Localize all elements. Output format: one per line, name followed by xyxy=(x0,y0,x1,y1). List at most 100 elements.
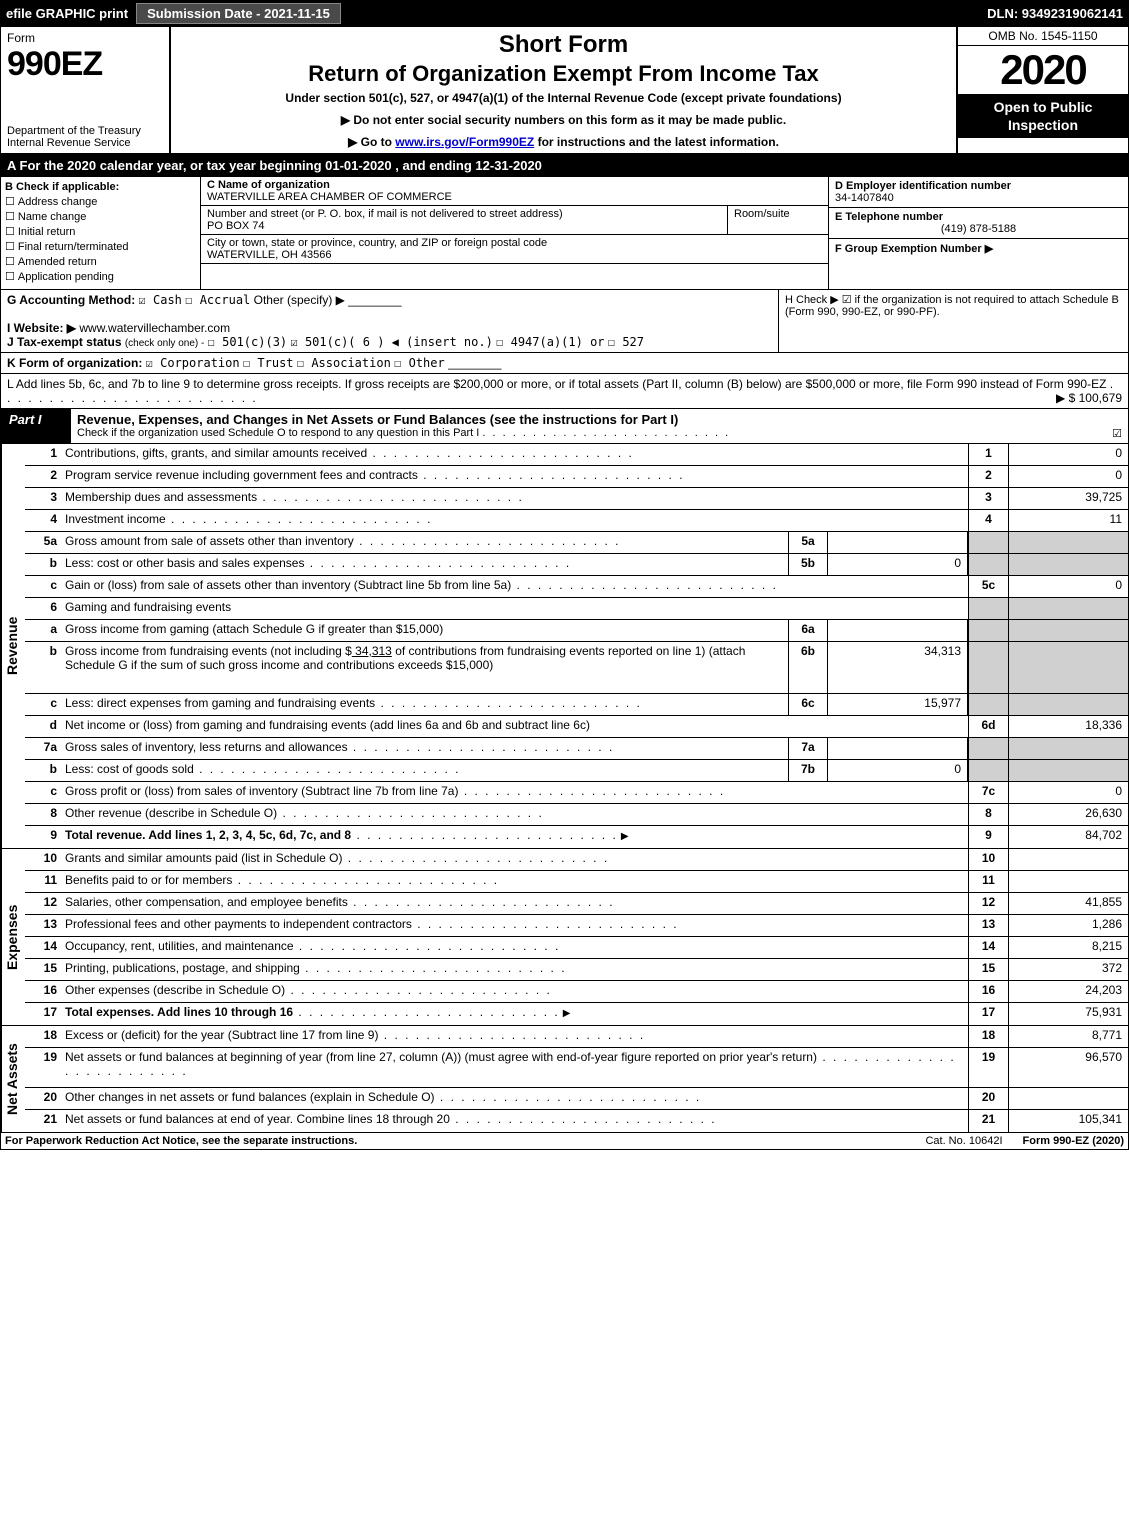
line-6c-desc: Less: direct expenses from gaming and fu… xyxy=(65,696,375,710)
ein-label: D Employer identification number xyxy=(835,180,1011,192)
line-6b-subval: 34,313 xyxy=(828,642,968,693)
line-7c-desc: Gross profit or (loss) from sales of inv… xyxy=(65,784,458,798)
check-application-pending[interactable]: Application pending xyxy=(5,270,196,283)
section-l-amount: ▶ $ 100,679 xyxy=(1056,391,1122,405)
line-18-val: 8,771 xyxy=(1008,1026,1128,1047)
short-form-title: Short Form xyxy=(181,31,946,59)
line-6d-desc: Net income or (loss) from gaming and fun… xyxy=(65,718,590,732)
dept-label: Department of the Treasury Internal Reve… xyxy=(7,125,163,149)
line-5a-subval xyxy=(828,532,968,553)
section-l-text: L Add lines 5b, 6c, and 7b to line 9 to … xyxy=(7,377,1106,391)
line-1-desc: Contributions, gifts, grants, and simila… xyxy=(65,446,367,460)
form-org-label: K Form of organization: xyxy=(7,356,142,370)
website-label: I Website: ▶ xyxy=(7,321,76,335)
line-5c-desc: Gain or (loss) from sale of assets other… xyxy=(65,578,511,592)
footer-right: Form 990-EZ (2020) xyxy=(1023,1135,1124,1147)
omb-number: OMB No. 1545-1150 xyxy=(958,27,1128,46)
line-13-val: 1,286 xyxy=(1008,915,1128,936)
line-3-desc: Membership dues and assessments xyxy=(65,490,257,504)
line-4-val: 11 xyxy=(1008,510,1128,531)
form-word: Form xyxy=(7,31,163,45)
line-11-desc: Benefits paid to or for members xyxy=(65,873,232,887)
check-527[interactable]: ☐ 527 xyxy=(608,335,644,349)
check-corporation[interactable]: ☑ Corporation xyxy=(146,356,240,370)
line-16-val: 24,203 xyxy=(1008,981,1128,1002)
check-address-change[interactable]: Address change xyxy=(5,195,196,208)
open-inspection: Open to Public Inspection xyxy=(958,94,1128,138)
city-value: WATERVILLE, OH 43566 xyxy=(207,249,332,261)
note-ssn: ▶ Do not enter social security numbers o… xyxy=(181,113,946,127)
accounting-label: G Accounting Method: xyxy=(7,293,135,307)
check-cash[interactable]: ☑ Cash xyxy=(139,293,182,307)
tax-year: 2020 xyxy=(958,46,1128,94)
line-6d-val: 18,336 xyxy=(1008,716,1128,737)
phone-label: E Telephone number xyxy=(835,211,943,223)
line-5c-val: 0 xyxy=(1008,576,1128,597)
org-name-value: WATERVILLE AREA CHAMBER OF COMMERCE xyxy=(207,191,452,203)
check-name-change[interactable]: Name change xyxy=(5,210,196,223)
section-b: B Check if applicable: Address change Na… xyxy=(1,177,201,289)
line-8-desc: Other revenue (describe in Schedule O) xyxy=(65,806,277,820)
check-501c3[interactable]: ☐ 501(c)(3) xyxy=(208,335,287,349)
line-8-val: 26,630 xyxy=(1008,804,1128,825)
line-6-desc: Gaming and fundraising events xyxy=(65,600,231,614)
check-amended-return[interactable]: Amended return xyxy=(5,255,196,268)
line-6c-subval: 15,977 xyxy=(828,694,968,715)
check-accrual[interactable]: ☐ Accrual xyxy=(185,293,250,307)
line-2-val: 0 xyxy=(1008,466,1128,487)
line-17-val: 75,931 xyxy=(1008,1003,1128,1025)
dln-label: DLN: 93492319062141 xyxy=(987,6,1123,21)
check-other[interactable]: ☐ Other xyxy=(394,356,445,370)
section-l: L Add lines 5b, 6c, and 7b to line 9 to … xyxy=(0,374,1129,409)
section-def: D Employer identification number 34-1407… xyxy=(828,177,1128,289)
check-4947[interactable]: ☐ 4947(a)(1) or xyxy=(496,335,604,349)
line-13-desc: Professional fees and other payments to … xyxy=(65,917,412,931)
check-initial-return[interactable]: Initial return xyxy=(5,225,196,238)
revenue-label: Revenue xyxy=(1,444,25,848)
submission-date-button[interactable]: Submission Date - 2021-11-15 xyxy=(136,3,341,24)
line-15-val: 372 xyxy=(1008,959,1128,980)
line-20-val xyxy=(1008,1088,1128,1109)
footer-cat: Cat. No. 10642I xyxy=(905,1135,1022,1147)
revenue-grid: Revenue 1Contributions, gifts, grants, a… xyxy=(0,444,1129,849)
footer-left: For Paperwork Reduction Act Notice, see … xyxy=(5,1135,905,1147)
section-k: K Form of organization: ☑ Corporation ☐ … xyxy=(0,353,1129,374)
note-instructions: ▶ Go to www.irs.gov/Form990EZ for instru… xyxy=(181,135,946,149)
subtitle: Under section 501(c), 527, or 4947(a)(1)… xyxy=(181,91,946,105)
section-h: H Check ▶ ☑ if the organization is not r… xyxy=(778,290,1128,352)
group-exempt-label: F Group Exemption Number ▶ xyxy=(835,243,993,255)
part1-header: Part I Revenue, Expenses, and Changes in… xyxy=(0,409,1129,444)
line-5b-subval: 0 xyxy=(828,554,968,575)
instructions-link[interactable]: www.irs.gov/Form990EZ xyxy=(395,135,534,149)
section-c: C Name of organization WATERVILLE AREA C… xyxy=(201,177,828,289)
line-12-desc: Salaries, other compensation, and employ… xyxy=(65,895,348,909)
check-501c[interactable]: ☑ 501(c)( 6 ) ◀ (insert no.) xyxy=(291,335,493,349)
line-1-val: 0 xyxy=(1008,444,1128,465)
line-5a-desc: Gross amount from sale of assets other t… xyxy=(65,534,354,548)
part1-title: Revenue, Expenses, and Changes in Net As… xyxy=(77,412,678,427)
line-21-val: 105,341 xyxy=(1008,1110,1128,1132)
room-suite-label: Room/suite xyxy=(728,206,828,234)
accounting-other[interactable]: Other (specify) ▶ xyxy=(254,293,345,307)
part1-check[interactable]: ☑ xyxy=(1112,427,1122,440)
form-number: 990EZ xyxy=(7,45,163,84)
line-6b-desc: Gross income from fundraising events (no… xyxy=(65,644,745,672)
check-final-return[interactable]: Final return/terminated xyxy=(5,240,196,253)
line-5b-desc: Less: cost or other basis and sales expe… xyxy=(65,556,304,570)
street-value: PO BOX 74 xyxy=(207,220,264,232)
form-header: Form 990EZ Department of the Treasury In… xyxy=(0,27,1129,154)
line-2-desc: Program service revenue including govern… xyxy=(65,468,418,482)
line-15-desc: Printing, publications, postage, and shi… xyxy=(65,961,300,975)
phone-value: (419) 878-5188 xyxy=(835,223,1122,235)
street-label: Number and street (or P. O. box, if mail… xyxy=(207,208,563,220)
line-7a-subval xyxy=(828,738,968,759)
line-19-val: 96,570 xyxy=(1008,1048,1128,1087)
check-association[interactable]: ☐ Association xyxy=(297,356,391,370)
line-10-val xyxy=(1008,849,1128,870)
check-trust[interactable]: ☐ Trust xyxy=(243,356,294,370)
line-3-val: 39,725 xyxy=(1008,488,1128,509)
line-18-desc: Excess or (deficit) for the year (Subtra… xyxy=(65,1028,378,1042)
section-b-label: B Check if applicable: xyxy=(5,181,119,193)
page-footer: For Paperwork Reduction Act Notice, see … xyxy=(0,1133,1129,1150)
period-bar: A For the 2020 calendar year, or tax yea… xyxy=(0,154,1129,177)
